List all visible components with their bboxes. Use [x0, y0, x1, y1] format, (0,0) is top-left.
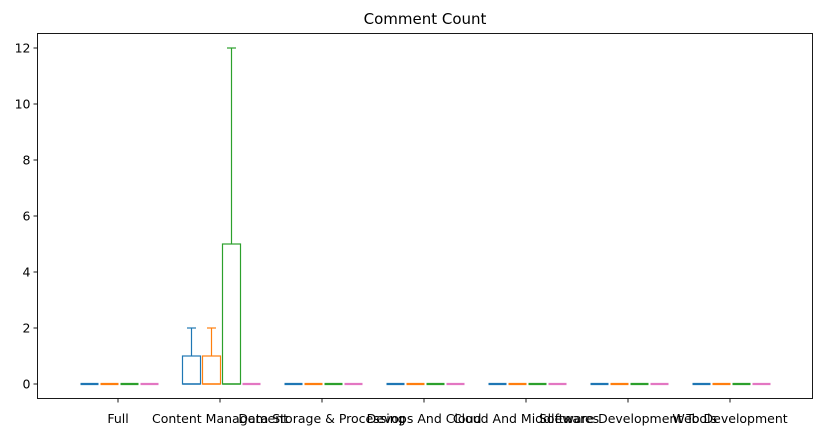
box-plot-item: [201, 327, 222, 385]
x-tick-label: Software Development Tools: [539, 411, 717, 426]
box-rect: [201, 355, 222, 385]
box-rect: [181, 355, 202, 385]
chart-title: Comment Count: [364, 10, 487, 28]
box-plot-item: [181, 327, 202, 385]
y-tick-label: 0: [23, 377, 31, 392]
y-tick-label: 6: [23, 209, 31, 224]
plot-frame: [37, 33, 813, 399]
y-tick-label: 10: [15, 97, 31, 112]
box-rect: [221, 243, 242, 385]
box-plot-item: [221, 47, 242, 385]
y-tick-label: 8: [23, 153, 31, 168]
y-tick-label: 4: [23, 265, 31, 280]
y-tick-label: 2: [23, 321, 31, 336]
x-tick-label: Content Management: [152, 411, 288, 426]
x-tick-label: Web Development: [672, 411, 787, 426]
x-tick-label: Devops And Cloud: [367, 411, 482, 426]
y-tick-label: 12: [15, 41, 31, 56]
x-tick-label: Data Storage & Processing: [238, 411, 405, 426]
box-series-group: [80, 47, 771, 386]
x-tick-label: Cloud And Middlewares: [453, 411, 599, 426]
x-tick-label: Full: [107, 411, 128, 426]
y-axis: 0 2 4 6 8 10 12: [15, 41, 38, 392]
